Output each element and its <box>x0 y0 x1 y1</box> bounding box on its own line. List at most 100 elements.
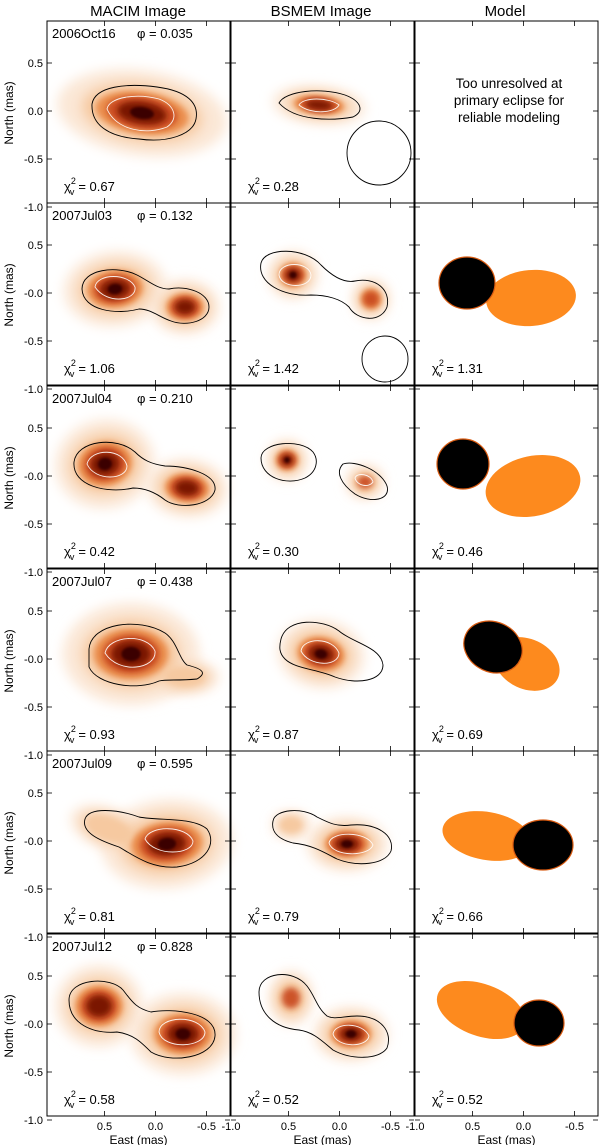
figure-row: 2007Jul03 φ = 0.132 χ2 v = 1.06 χ2 v = 1.42 χ2 v =… <box>46 202 599 386</box>
inner-contour <box>300 640 340 664</box>
date-label: 2007Jul12 <box>52 939 112 954</box>
y-tick-label: -0.5 <box>24 336 43 348</box>
y-tick-label: 0.0 <box>28 106 43 118</box>
y-tick-label: -1.0 <box>24 202 43 214</box>
outer-contour <box>91 85 197 141</box>
inner-contour <box>144 828 194 853</box>
outer-contour <box>81 269 210 324</box>
model-primary-star <box>463 620 523 674</box>
strong-emission <box>363 291 379 307</box>
x-axis-title: East (mas) <box>109 1133 167 1145</box>
date-label: 2007Jul09 <box>52 756 112 771</box>
y-tick-label: 0.5 <box>28 971 43 983</box>
figure-row: 2007Jul09 φ = 0.595 χ2 v = 0.81 χ2 v = 0.79 χ2 v =… <box>46 750 599 934</box>
y-tick-label: -0.0 <box>24 288 43 300</box>
chi-square-macim: χ2 v = 0.93 <box>64 724 115 745</box>
chi-square-model: χ2 v = 0.52 <box>432 1089 483 1110</box>
peak-emission <box>314 649 328 659</box>
model-secondary-star <box>485 455 581 517</box>
inner-contour <box>94 276 136 300</box>
column-titles: MACIM Image BSMEM Image Model <box>90 3 525 20</box>
panel-frame <box>46 202 231 386</box>
inner-contour <box>278 264 312 286</box>
panels: Too unresolved at primary eclipse for reli… <box>46 20 599 1117</box>
panel-frame <box>230 750 415 934</box>
peak-emission <box>97 457 113 471</box>
y-tick-label: 0.5 <box>28 240 43 252</box>
panel-frame <box>414 750 599 934</box>
peak-emission <box>345 1030 357 1038</box>
peak-emission <box>341 840 353 848</box>
peak-emission <box>107 283 123 295</box>
outer-contour <box>260 250 389 319</box>
bsmem-panel <box>277 619 384 689</box>
axes: 0.5 0.0 -0.5 -1.0 North (mas) 0.5 -0.0 -0.5 -1.0… <box>2 21 598 1145</box>
y-axis-title: North (mas) <box>2 263 16 326</box>
x-tick-label: -1.0 <box>406 1121 425 1133</box>
model-note-line: primary eclipse for <box>454 93 565 108</box>
chi-square-bsmem: χ2 v = 0.79 <box>248 906 299 927</box>
phase-label: φ = 0.828 <box>137 939 193 954</box>
x-tick-label: -0.5 <box>197 1121 216 1133</box>
phase-label: φ = 0.132 <box>137 208 193 223</box>
x-tick-label: 0.5 <box>465 1121 480 1133</box>
model-primary-star <box>436 438 490 490</box>
panel-frame <box>414 202 599 386</box>
inner-contour <box>332 1024 370 1046</box>
chi-square-macim: χ2 v = 0.67 <box>64 176 115 197</box>
bsmem-panel <box>272 85 412 186</box>
dark-emission <box>86 995 112 1017</box>
x-tick-label: 0.5 <box>281 1121 296 1133</box>
model-secondary-star <box>442 811 532 861</box>
inner-contour <box>86 451 128 478</box>
panel-frame <box>46 385 231 569</box>
bsmem-panel <box>258 970 389 1062</box>
model-panel: Too unresolved at primary eclipse for reli… <box>454 76 565 125</box>
panel-frame <box>414 385 599 569</box>
dark-emission <box>175 299 195 315</box>
model-panel <box>442 811 574 871</box>
inner-contour <box>106 95 175 132</box>
peak-emission <box>175 1028 191 1040</box>
chi-square-model: χ2 v = 0.46 <box>432 541 483 562</box>
peak-emission <box>121 646 141 662</box>
y-tick-label: -1.0 <box>24 567 43 579</box>
macim-panel <box>55 965 236 1075</box>
mid-emission <box>166 668 204 686</box>
dark-emission <box>175 480 199 496</box>
beam-circle <box>346 120 412 186</box>
mid-emission <box>280 818 302 832</box>
x-axis-title: East (mas) <box>293 1133 351 1145</box>
panel-frame <box>46 750 231 934</box>
y-axis-title: North (mas) <box>2 629 16 692</box>
x-axis-title: East (mas) <box>477 1133 535 1145</box>
outer-contour <box>88 623 203 687</box>
inner-contour <box>328 833 374 855</box>
mid-emission <box>87 816 131 842</box>
y-tick-label: -0.5 <box>24 702 43 714</box>
x-tick-label: -0.5 <box>381 1121 400 1133</box>
figure-row: 2007Jul04 φ = 0.210 χ2 v = 0.42 χ2 v = 0.30 χ2 v =… <box>46 385 599 569</box>
model-primary-star <box>438 256 496 310</box>
model-note-line: Too unresolved at <box>456 76 563 91</box>
date-label: 2007Jul04 <box>52 391 112 406</box>
bsmem-panel <box>260 439 388 501</box>
y-tick-label: 0.5 <box>28 58 43 70</box>
outer-contour <box>272 810 392 865</box>
date-label: 2007Jul07 <box>52 574 112 589</box>
figure-row: 2007Jul12 φ = 0.828 χ2 v = 0.58 χ2 v = 0.52 χ2 v =… <box>46 933 599 1117</box>
y-tick-label: -1.0 <box>24 750 43 762</box>
outer-contour <box>258 974 389 1058</box>
chi-square-bsmem: χ2 v = 0.30 <box>248 541 299 562</box>
inner-contour <box>354 474 374 486</box>
y-tick-label: -0.5 <box>24 1067 43 1079</box>
model-panel <box>438 256 576 327</box>
model-secondary-star <box>436 980 526 1040</box>
y-tick-label: -1.0 <box>24 1115 43 1127</box>
macim-panel <box>55 419 228 518</box>
y-axis-title: North (mas) <box>2 994 16 1057</box>
macim-panel <box>62 603 220 705</box>
model-panel <box>463 620 560 691</box>
x-tick-label: 0.5 <box>97 1121 112 1133</box>
